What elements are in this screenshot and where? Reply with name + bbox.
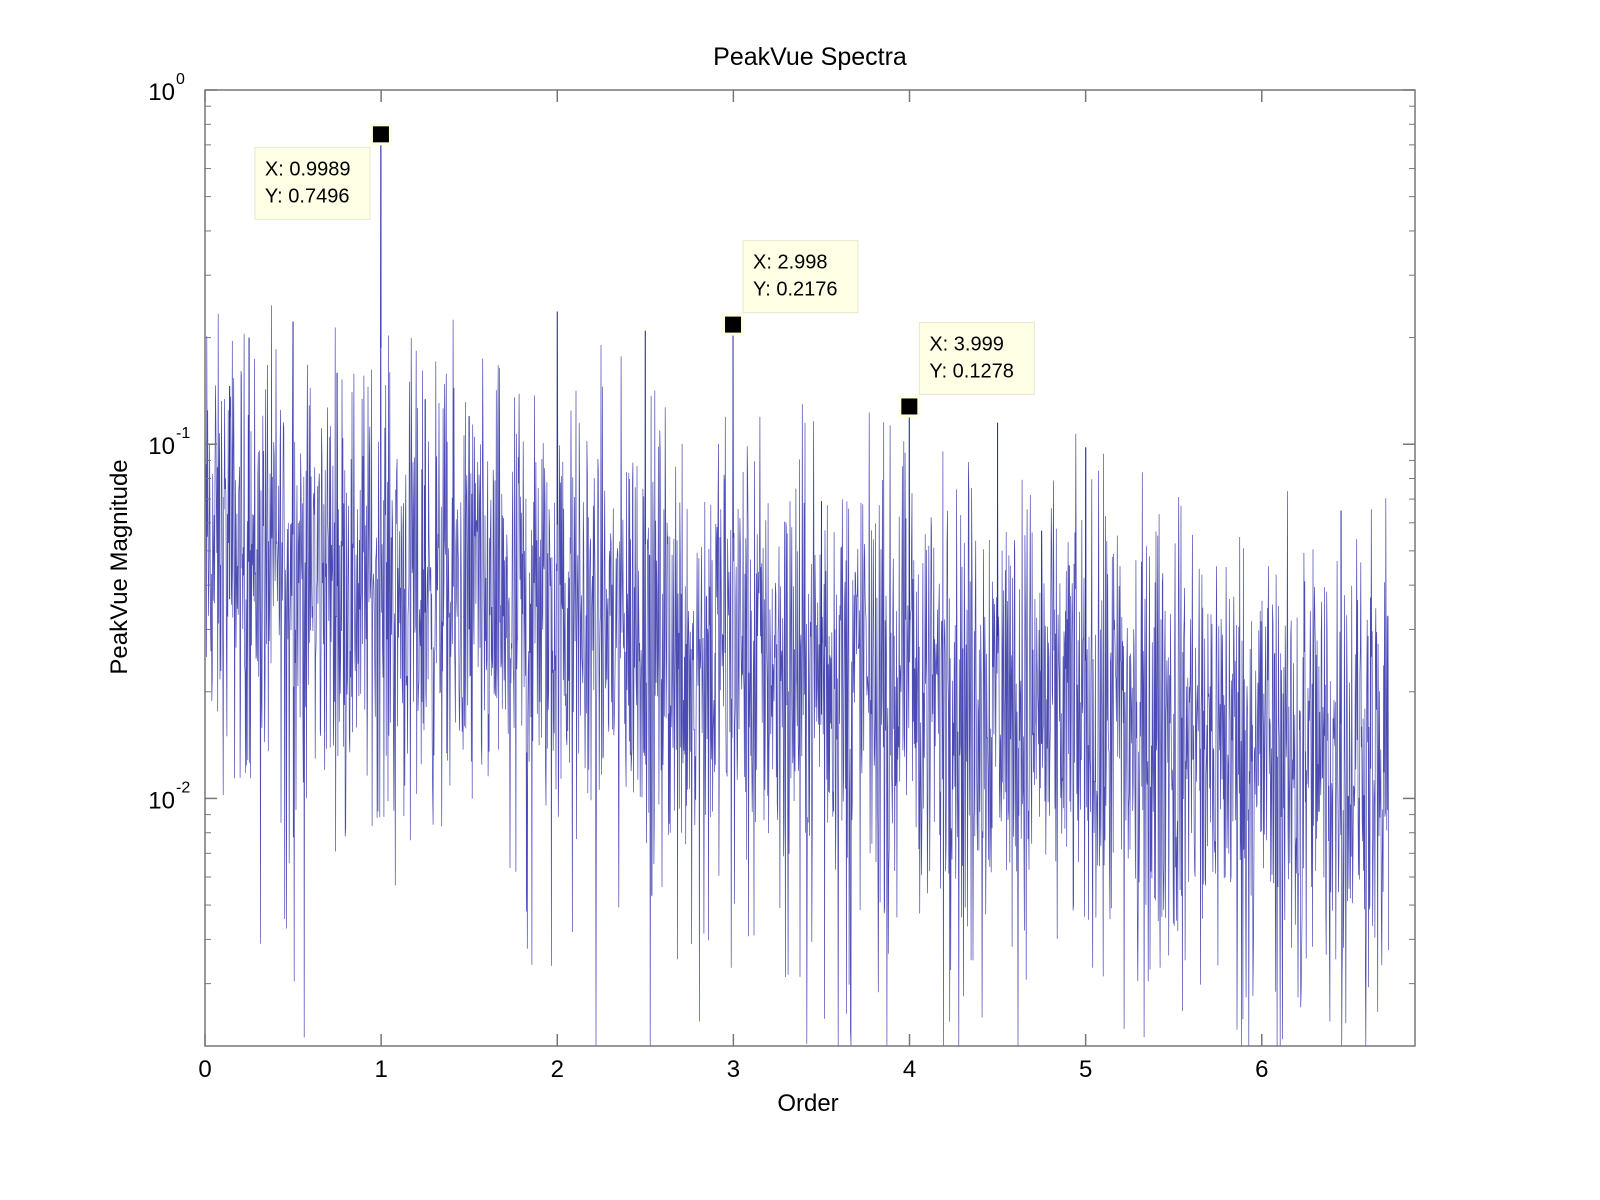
datatips: X: 0.9989 Y: 0.7496 X: 2.998 Y: 0.2176 X: 3.… — [254, 123, 1035, 418]
x-tick-label: 0 — [198, 1056, 211, 1083]
datatip-marker — [725, 316, 742, 333]
y-axis-label: PeakVue Magnitude — [106, 459, 133, 674]
datatip-box — [742, 240, 859, 314]
datatip-y: Y: 0.7496 — [265, 185, 350, 207]
axes-box — [204, 89, 1416, 1047]
x-tick-label: 3 — [727, 1056, 740, 1083]
datatip-box — [918, 321, 1035, 395]
datatip-y: Y: 0.2176 — [753, 279, 838, 301]
datatip-box — [254, 146, 371, 220]
datatip-x: X: 3.999 — [929, 333, 1004, 355]
y-tick-exponent: -2 — [176, 779, 190, 796]
datatip: X: 0.9989 Y: 0.7496 — [254, 123, 392, 220]
y-tick-exponent: 0 — [176, 71, 185, 88]
plot-area — [204, 134, 1389, 1047]
datatip: X: 3.999 Y: 0.1278 — [898, 321, 1035, 418]
spectrum-line — [204, 134, 1389, 1047]
datatip-y: Y: 0.1278 — [929, 360, 1014, 382]
datatip-x: X: 2.998 — [753, 252, 828, 274]
x-tick-label: 2 — [551, 1056, 564, 1083]
datatip-x: X: 0.9989 — [265, 158, 351, 180]
y-tick-label: 10 — [148, 787, 175, 814]
datatip-marker — [372, 126, 389, 143]
chart-title: PeakVue Spectra — [713, 43, 907, 71]
datatip-marker — [901, 398, 918, 415]
x-tick-label: 1 — [374, 1056, 387, 1083]
y-tick-label: 10 — [148, 433, 175, 460]
x-tick-label: 6 — [1255, 1056, 1268, 1083]
x-tick-label: 5 — [1079, 1056, 1092, 1083]
x-axis-label: Order — [777, 1090, 838, 1117]
y-tick-label: 10 — [148, 79, 175, 106]
datatip: X: 2.998 Y: 0.2176 — [722, 240, 859, 336]
y-tick-exponent: -1 — [176, 425, 190, 442]
x-tick-label: 4 — [903, 1056, 916, 1083]
